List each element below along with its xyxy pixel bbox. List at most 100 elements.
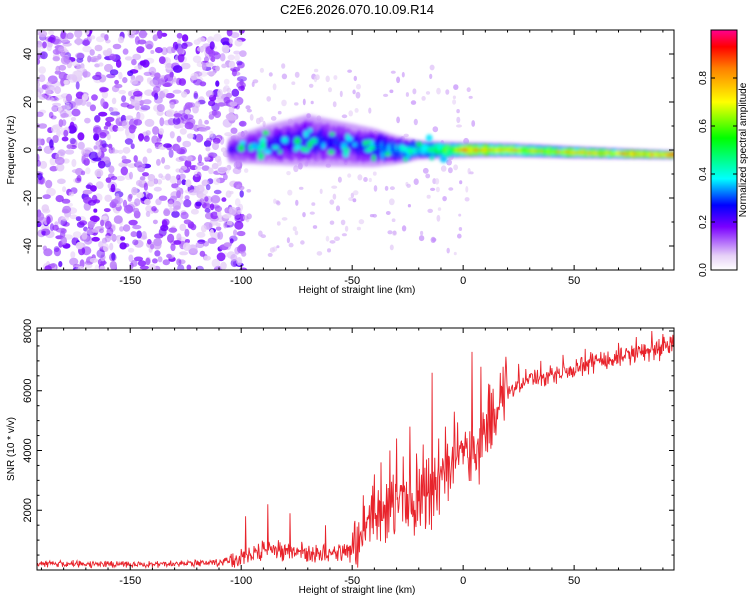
noise-speckle — [106, 227, 114, 236]
noise-speckle — [141, 59, 150, 68]
noise-speckle — [128, 33, 135, 39]
signal-blob — [278, 149, 283, 154]
noise-speckle — [131, 58, 137, 66]
noise-speckle — [52, 38, 62, 45]
sparse-speckle — [425, 173, 431, 179]
colorbar-tick-label: 0.6 — [698, 119, 709, 133]
noise-speckle — [156, 30, 163, 39]
noise-speckle — [76, 57, 84, 63]
noise-speckle — [162, 89, 169, 94]
noise-speckle — [84, 260, 93, 266]
noise-speckle — [179, 128, 187, 135]
x-tick-label: -100 — [230, 275, 252, 287]
sparse-speckle — [258, 230, 263, 237]
noise-speckle — [111, 97, 117, 105]
noise-speckle — [61, 198, 71, 204]
sparse-speckle — [291, 81, 296, 85]
colorbar-label: Normalized spectral amplitude — [738, 82, 749, 217]
noise-speckle — [63, 129, 69, 137]
noise-speckle — [49, 139, 54, 149]
noise-speckle — [109, 234, 117, 241]
sparse-speckle — [422, 167, 429, 174]
noise-speckle — [54, 156, 65, 165]
noise-speckle — [75, 216, 82, 222]
noise-speckle — [138, 135, 143, 143]
noise-speckle — [68, 124, 76, 131]
sparse-speckle — [327, 248, 331, 253]
noise-speckle — [86, 101, 92, 107]
noise-speckle — [201, 165, 210, 171]
sparse-speckle — [337, 176, 342, 183]
noise-speckle — [211, 196, 221, 203]
noise-speckle — [74, 30, 83, 38]
sparse-speckle — [277, 110, 282, 115]
noise-speckle — [230, 254, 238, 262]
noise-speckle — [70, 251, 76, 259]
noise-speckle — [148, 66, 157, 76]
signal-blob — [262, 130, 270, 136]
sparse-speckle — [448, 167, 453, 174]
noise-speckle — [38, 30, 48, 38]
snr-line — [37, 330, 674, 569]
noise-speckle — [209, 229, 214, 237]
signal-blob — [321, 142, 326, 150]
noise-speckle — [162, 259, 170, 266]
noise-speckle — [233, 229, 238, 236]
signal-blob — [327, 149, 335, 155]
noise-speckle — [43, 248, 53, 257]
noise-speckle — [63, 79, 69, 86]
noise-speckle — [89, 104, 96, 112]
sparse-speckle — [328, 87, 332, 93]
noise-speckle — [40, 228, 51, 236]
noise-speckle — [105, 177, 112, 183]
sparse-speckle — [331, 185, 338, 189]
sparse-speckle — [245, 105, 251, 110]
noise-speckle — [76, 175, 82, 182]
noise-speckle — [118, 71, 123, 80]
noise-speckle — [98, 111, 108, 117]
noise-speckle — [221, 63, 227, 69]
noise-speckle — [121, 155, 127, 161]
noise-speckle — [129, 125, 137, 130]
noise-speckle — [210, 56, 216, 63]
sparse-speckle — [354, 108, 359, 113]
noise-speckle — [37, 91, 41, 97]
noise-speckle — [119, 242, 127, 250]
noise-speckle — [147, 180, 155, 187]
noise-speckle — [151, 206, 157, 212]
noise-speckle — [143, 135, 150, 142]
noise-speckle — [226, 30, 233, 37]
signal-blob — [261, 141, 266, 148]
noise-speckle — [87, 220, 95, 229]
sparse-speckle — [293, 165, 299, 173]
noise-speckle — [208, 49, 216, 57]
noise-speckle — [173, 240, 182, 245]
noise-speckle — [217, 167, 226, 174]
sparse-speckle — [410, 100, 417, 105]
noise-speckle — [181, 62, 191, 70]
noise-speckle — [222, 41, 231, 46]
noise-speckle — [197, 154, 203, 164]
noise-speckle — [150, 243, 155, 250]
sparse-speckle — [288, 242, 294, 248]
signal-blob — [261, 136, 266, 144]
sparse-speckle — [406, 183, 411, 188]
sparse-speckle — [405, 92, 409, 97]
noise-speckle — [229, 101, 238, 107]
noise-speckle — [176, 135, 182, 143]
signal-band — [227, 119, 674, 164]
noise-speckle — [158, 128, 165, 135]
sparse-speckle — [340, 219, 346, 226]
noise-speckle — [238, 85, 245, 91]
noise-speckle — [223, 222, 228, 229]
noise-speckle — [104, 194, 112, 202]
signal-blob — [352, 142, 358, 147]
x-tick-label: -50 — [344, 575, 360, 587]
noise-speckle — [223, 96, 231, 104]
noise-speckle — [134, 239, 144, 248]
sparse-speckle — [429, 64, 435, 71]
noise-speckle — [127, 247, 135, 253]
noise-speckle — [79, 220, 88, 226]
sparse-speckle — [313, 68, 319, 73]
sparse-speckle — [294, 71, 300, 78]
